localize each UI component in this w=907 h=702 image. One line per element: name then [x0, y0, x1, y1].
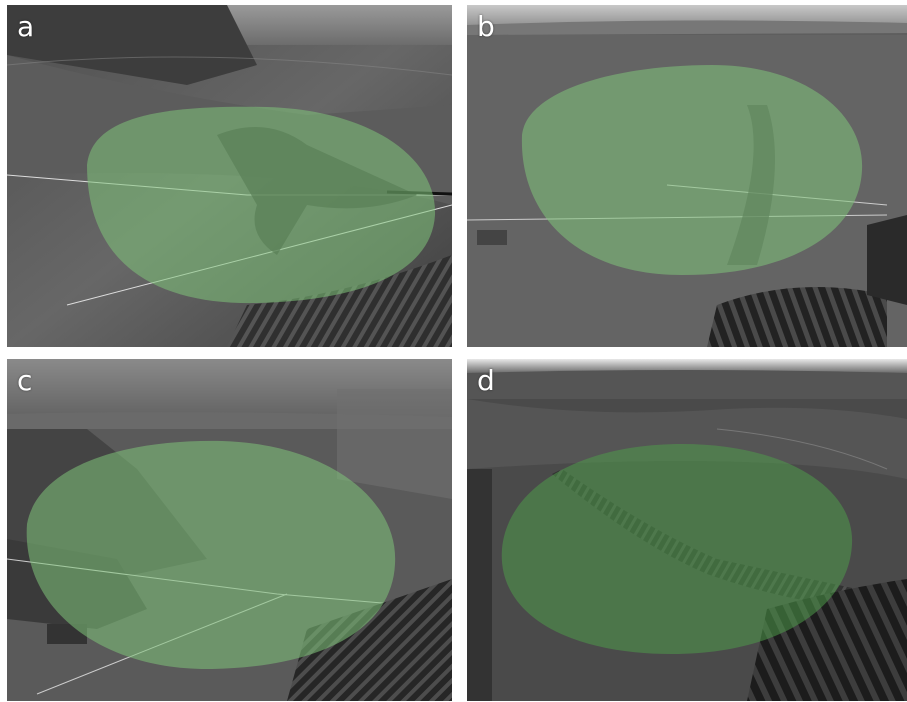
panel-label-b: b: [477, 10, 495, 43]
image-panel-b: b: [467, 5, 907, 347]
footprint-overlay-c: [26, 440, 396, 670]
panel-label-c: c: [17, 364, 33, 397]
image-panel-d: d: [467, 359, 907, 701]
footprint-overlay-b: [521, 65, 863, 275]
panel-label-a: a: [17, 10, 35, 43]
image-panel-c: c: [7, 359, 452, 701]
footprint-overlay-a: [87, 106, 436, 304]
footprint-overlay-d: [501, 444, 853, 654]
panel-label-d: d: [477, 364, 495, 397]
image-panel-a: a: [7, 5, 452, 347]
